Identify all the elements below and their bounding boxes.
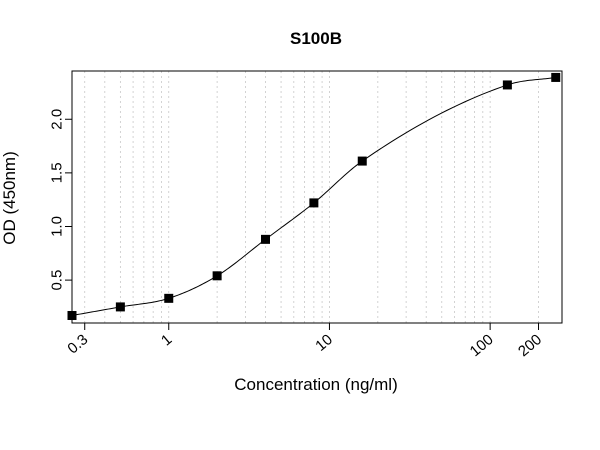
x-axis-label: Concentration (ng/ml) [234,375,397,394]
data-point [164,293,174,303]
data-point [260,234,270,244]
y-tick-label: 1.0 [49,216,66,237]
y-tick-label: 1.5 [49,162,66,183]
plot-area [71,70,563,324]
data-point [357,156,367,166]
chart-title: S100B [290,29,342,48]
data-point [212,271,222,281]
y-axis: 0.5 1.0 1.5 2.0 [49,109,73,291]
y-tick-label: 0.5 [49,270,66,291]
y-axis-label: OD (450nm) [0,151,19,245]
data-point [309,198,319,208]
x-tick-label: 1 [158,331,175,349]
x-tick-label: 100 [467,331,497,360]
grid-lines [84,71,539,323]
x-tick-label: 0.3 [64,331,91,357]
y-tick-label: 2.0 [49,109,66,130]
x-axis: 0.3 1 10 100 200 [64,322,545,360]
data-point [502,80,512,90]
data-point [551,72,561,82]
x-tick-label: 200 [515,331,545,360]
data-point [115,302,125,312]
x-tick-label: 10 [312,331,336,355]
